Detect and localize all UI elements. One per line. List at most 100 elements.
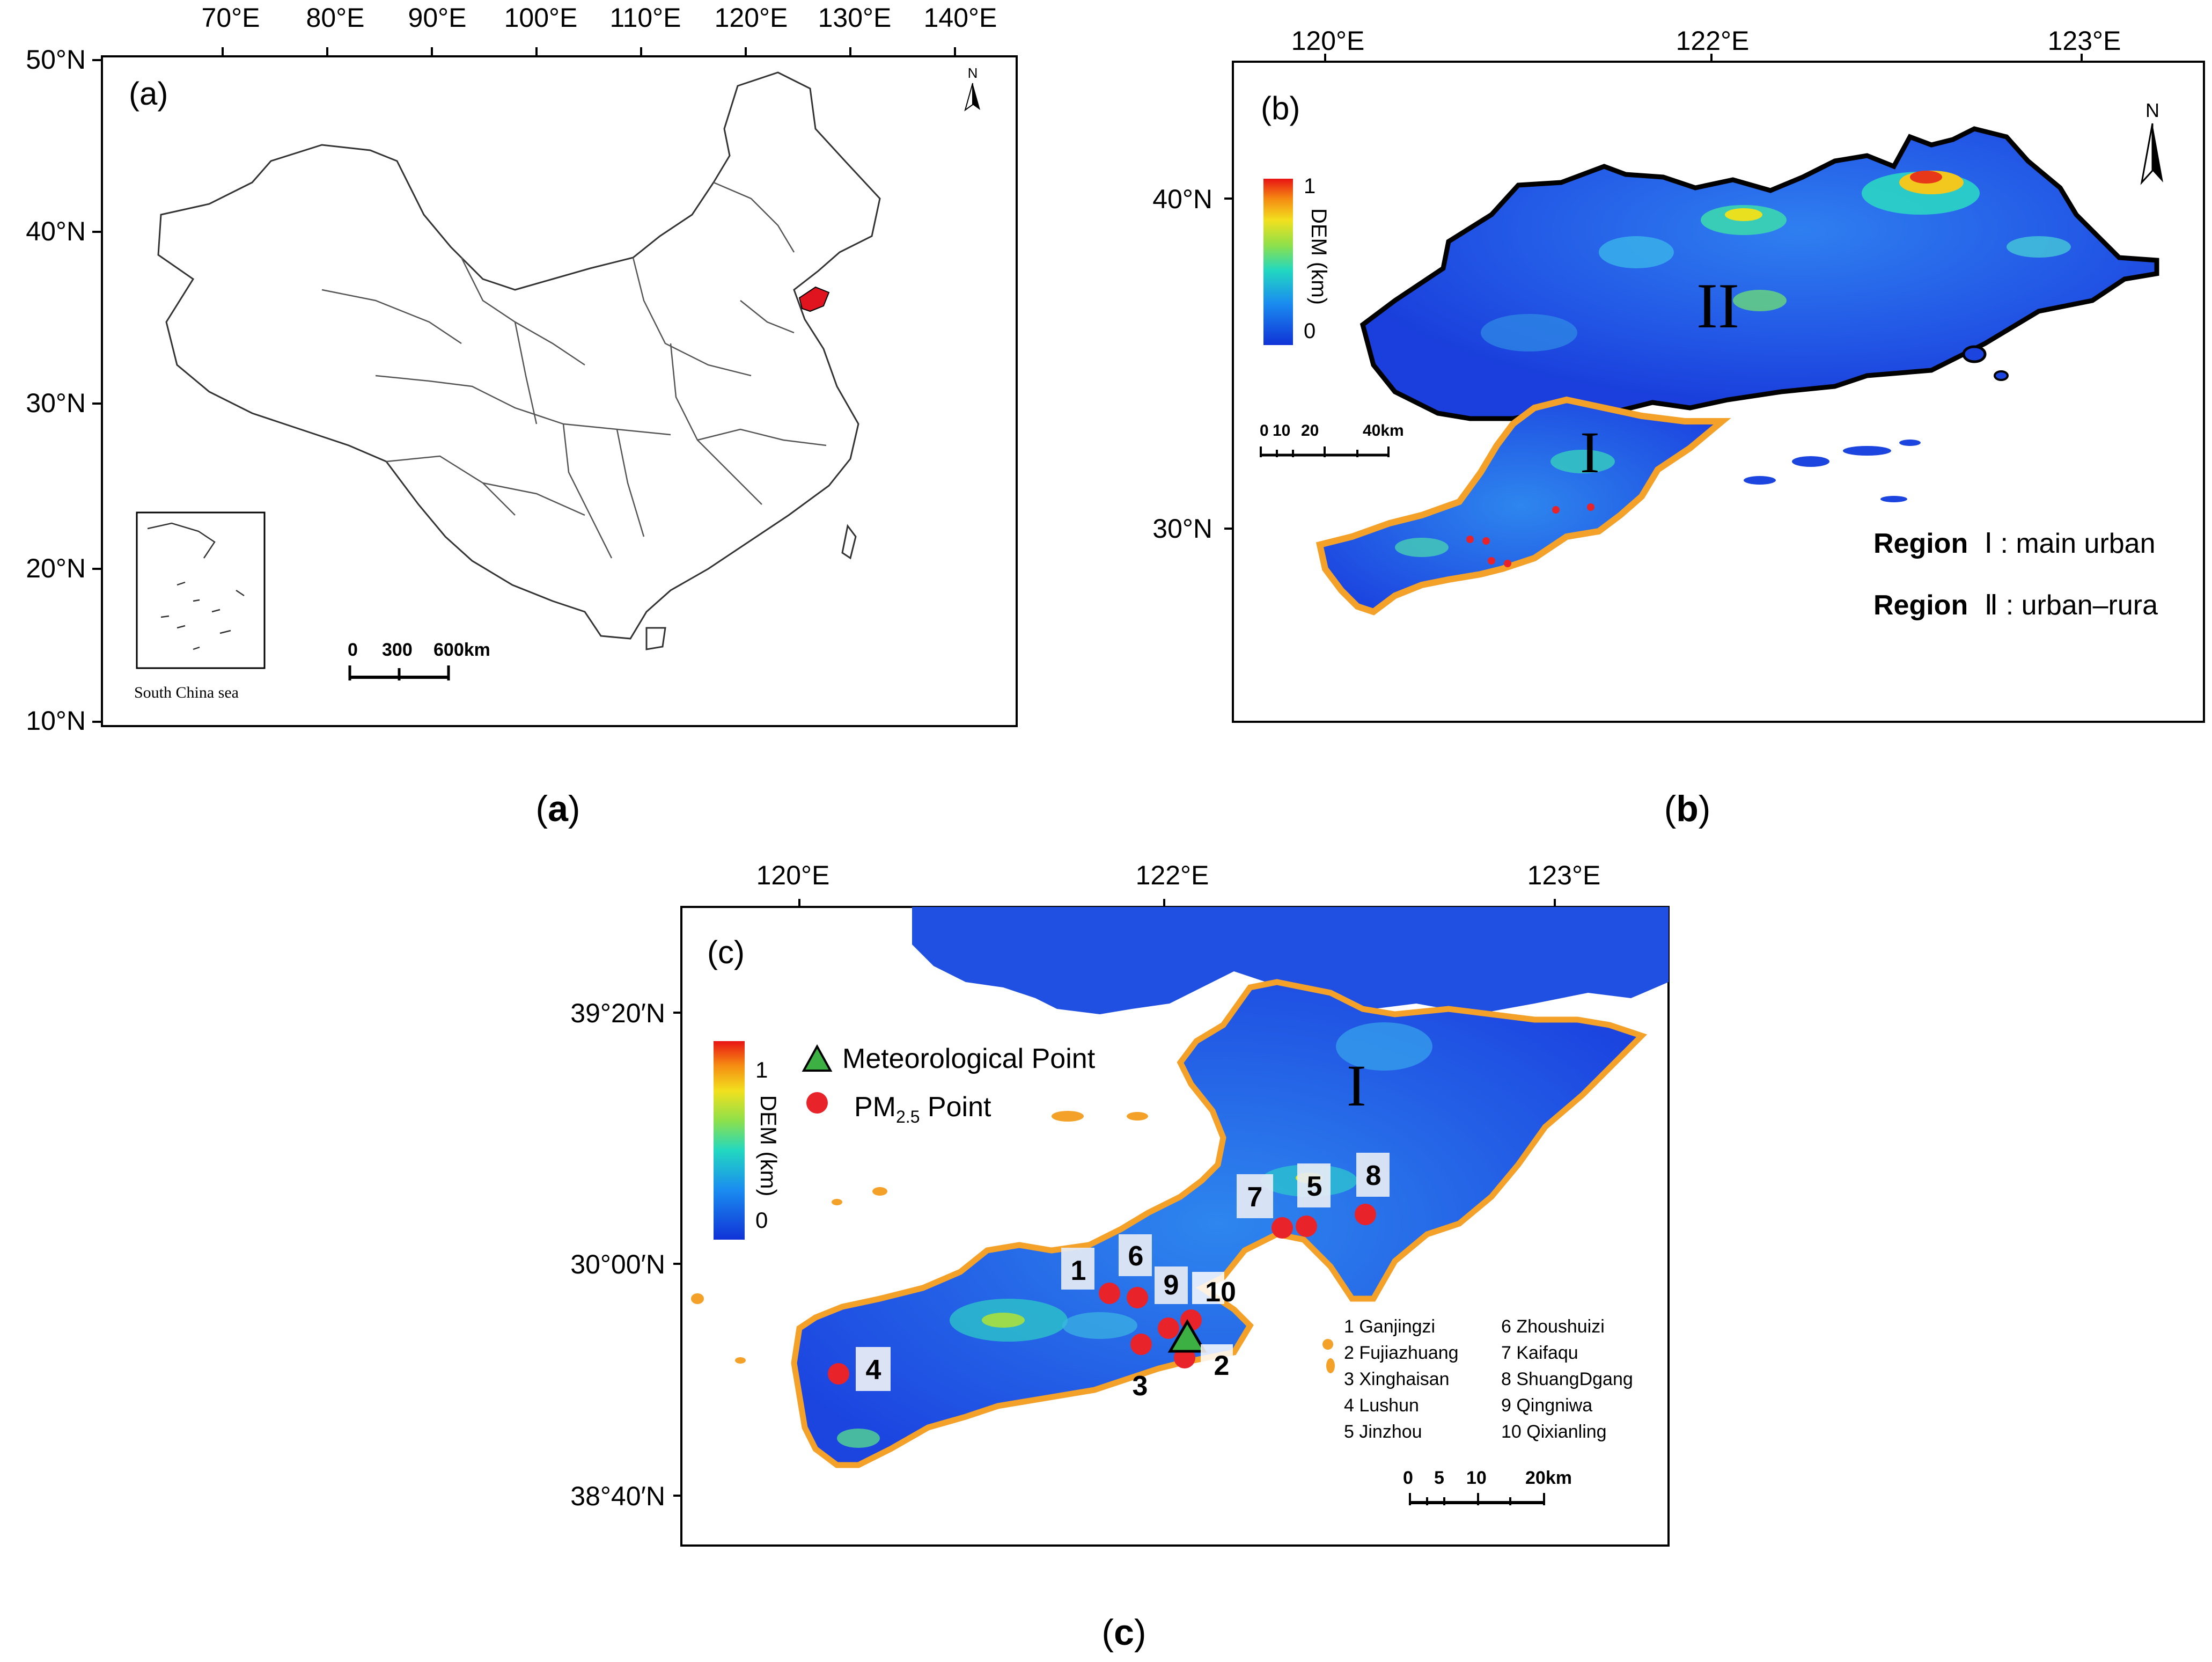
dalian-highlight [798,286,830,312]
caption-b: (b) [1664,788,1711,829]
station-label-8: 8 [1366,1160,1381,1191]
a-lat-tick-30: 30°N [26,388,86,418]
a-lon-tick-120: 120°E [715,3,788,33]
province-borders [321,181,827,559]
station-list-8: 8 ShuangDgang [1501,1369,1633,1389]
panel-c-label: (c) [707,934,745,970]
station-list-5: 5 Jinzhou [1344,1422,1422,1442]
region-1-highlands [1395,450,1615,557]
station-dot-7 [1272,1217,1293,1239]
panel-a-scale-bar: 0 300 600km [348,640,490,680]
a-lon-tick-100: 100°E [504,3,578,33]
region-1-mark: I [1580,420,1600,485]
c-colorbar-title: DEM (km) [756,1095,781,1197]
panel-b-islands [1744,345,2009,502]
b-lon-tick-120: 120°E [1291,26,1365,56]
c-lat-tick-3920: 39°20′N [570,998,665,1028]
legend-pm-label: PM2.5 Point [854,1092,991,1126]
panel-b: 120°E 122°E 123°E 40°N 30°N (b) [1152,26,2205,723]
a-lon-tick-110: 110°E [609,3,681,33]
region-1-terrain [1316,396,1731,616]
a-lat-tick-10: 10°N [26,706,86,736]
inset-label: South China sea [134,684,239,701]
station-label-10: 10 [1205,1277,1236,1308]
b-colorbar [1263,179,1293,345]
region-2-highlands [1481,171,2071,352]
a-scale-600: 600km [433,640,490,660]
a-lon-tick-140: 140°E [924,3,997,33]
station-list-2: 2 Fujiazhuang [1344,1343,1459,1363]
panel-b-scale-bar: 0 10 20 40km [1260,422,1404,457]
station-label-3: 3 [1133,1371,1148,1402]
pm25-stations [828,1204,1376,1385]
c-scale-20: 20km [1525,1468,1572,1488]
b-scale-0: 0 [1260,422,1269,440]
b-lat-tick-30: 30°N [1152,514,1212,544]
china-outline [157,71,881,640]
a-lat-tick-20: 20°N [26,553,86,583]
pm25-point-icon [806,1092,828,1114]
b-lon-tick-122: 122°E [1676,26,1750,56]
taiwan-outline [841,524,857,560]
meteorological-station-icon [1167,1319,1207,1353]
station-label-7: 7 [1247,1182,1263,1213]
c-scale-5: 5 [1434,1468,1444,1488]
region-2-mark: II [1696,270,1739,341]
c-lon-tick-120: 120°E [756,860,830,890]
svg-text:N: N [2145,99,2159,121]
station-labels: 1 6 9 10 3 2 4 7 5 8 [856,1153,1390,1402]
c-scale-0: 0 [1403,1468,1413,1488]
south-china-sea-inset [136,511,266,669]
c-region-highlands [837,1022,1432,1448]
caption-c: (c) [1101,1612,1146,1653]
c-lon-tick-122: 122°E [1136,860,1209,890]
panel-c-scale-bar: 0 5 10 20km [1403,1468,1572,1505]
station-label-2: 2 [1214,1350,1230,1381]
station-list-3: 3 Xinghaisan [1344,1369,1450,1389]
meteorological-point-icon [802,1044,833,1072]
c-scale-10: 10 [1466,1468,1487,1488]
a-lon-tick-70: 70°E [202,3,260,33]
a-lat-tick-40: 40°N [26,216,86,246]
station-list-6: 6 Zhoushuizi [1501,1316,1605,1337]
c-region-1-mark: I [1347,1053,1366,1118]
caption-a: (a) [535,788,580,829]
station-label-6: 6 [1128,1241,1144,1272]
a-lon-tick-130: 130°E [818,3,892,33]
c-northern-land [912,907,1669,1014]
c-region-1-terrain [791,979,1648,1468]
a-lon-tick-80: 80°E [306,3,365,33]
station-list-1: 1 Ganjingzi [1344,1316,1435,1337]
station-name-list: 1 Ganjingzi 2 Fujiazhuang 3 Xinghaisan 4… [1344,1316,1633,1442]
station-label-1: 1 [1071,1255,1086,1286]
panel-c: 120°E 122°E 123°E 39°20′N 30°00′N 38°40′… [570,860,1670,1547]
c-lat-tick-3840: 38°40′N [570,1481,665,1511]
station-dot-1 [1099,1283,1120,1304]
station-dot-9 [1158,1317,1179,1339]
c-lon-tick-123: 123°E [1527,860,1601,890]
b-lat-tick-40: 40°N [1152,184,1212,214]
station-dot-5 [1296,1216,1317,1237]
b-lon-tick-123: 123°E [2048,26,2121,56]
a-scale-0: 0 [348,640,358,660]
a-lon-tick-90: 90°E [408,3,467,33]
panel-a-lon-ticks [222,47,956,56]
panel-a-label: (a) [129,76,168,112]
b-scale-40: 40km [1363,422,1404,440]
panel-b-label: (b) [1261,90,1300,126]
station-dot-6 [1127,1287,1148,1308]
a-scale-300: 300 [382,640,413,660]
inset-islands [147,522,245,650]
c-colorbar-min: 0 [755,1207,768,1233]
panel-a: 70°E 80°E 90°E 100°E 110°E 120°E 130°E 1… [26,3,1018,736]
station-label-9: 9 [1164,1270,1179,1301]
c-lat-tick-3000: 30°00′N [570,1249,665,1279]
station-list-7: 7 Kaifaqu [1501,1343,1578,1363]
legend-region-1: Region Ⅰ : main urban [1873,528,2156,559]
b-scale-10: 10 [1273,422,1290,440]
b-colorbar-title: DEM (km) [1307,208,1331,305]
c-islands [691,1111,1335,1373]
svg-text:N: N [968,65,978,81]
station-list-10: 10 Qixianling [1501,1422,1607,1442]
station-list-4: 4 Lushun [1344,1395,1419,1416]
